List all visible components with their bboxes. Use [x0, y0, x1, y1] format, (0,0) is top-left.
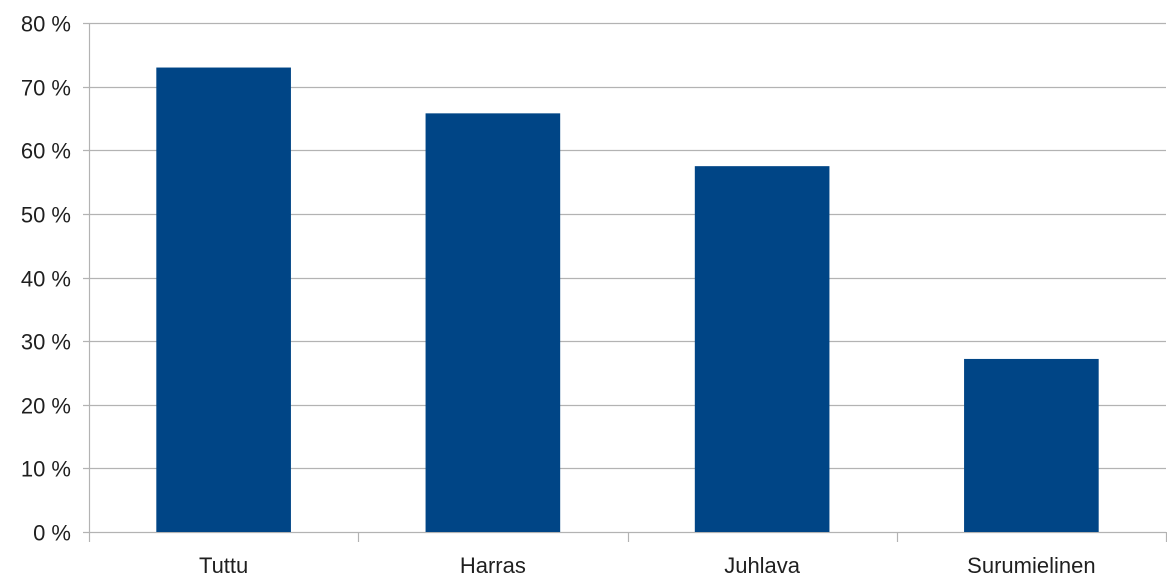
y-tick-label-50: 50 % [21, 203, 71, 228]
x-category-labels: Tuttu Harras Juhlava Surumielinen [199, 553, 1096, 575]
y-tick-label-30: 30 % [21, 330, 71, 355]
y-tick-labels: 0 % 10 % 20 % 30 % 40 % 50 % 60 % 70 % 80 % [21, 12, 71, 546]
y-tick-label-70: 70 % [21, 76, 71, 101]
y-tick-label-60: 60 % [21, 139, 71, 164]
bars [156, 67, 1099, 532]
y-tick-label-80: 80 % [21, 12, 71, 37]
x-category-label-surumielinen: Surumielinen [967, 553, 1095, 575]
bar-juhlava [694, 166, 830, 532]
bar-surumielinen [964, 358, 1099, 532]
y-tick-label-40: 40 % [21, 267, 71, 292]
y-tick-label-20: 20 % [21, 394, 71, 419]
y-tick-label-10: 10 % [21, 457, 71, 482]
bar-tuttu [156, 67, 291, 532]
x-category-label-harras: Harras [460, 553, 526, 575]
bar-harras [425, 113, 561, 532]
y-tick-label-0: 0 % [33, 521, 71, 546]
x-category-label-juhlava: Juhlava [724, 553, 801, 575]
axes [88, 23, 1167, 542]
x-category-label-tuttu: Tuttu [199, 553, 248, 575]
